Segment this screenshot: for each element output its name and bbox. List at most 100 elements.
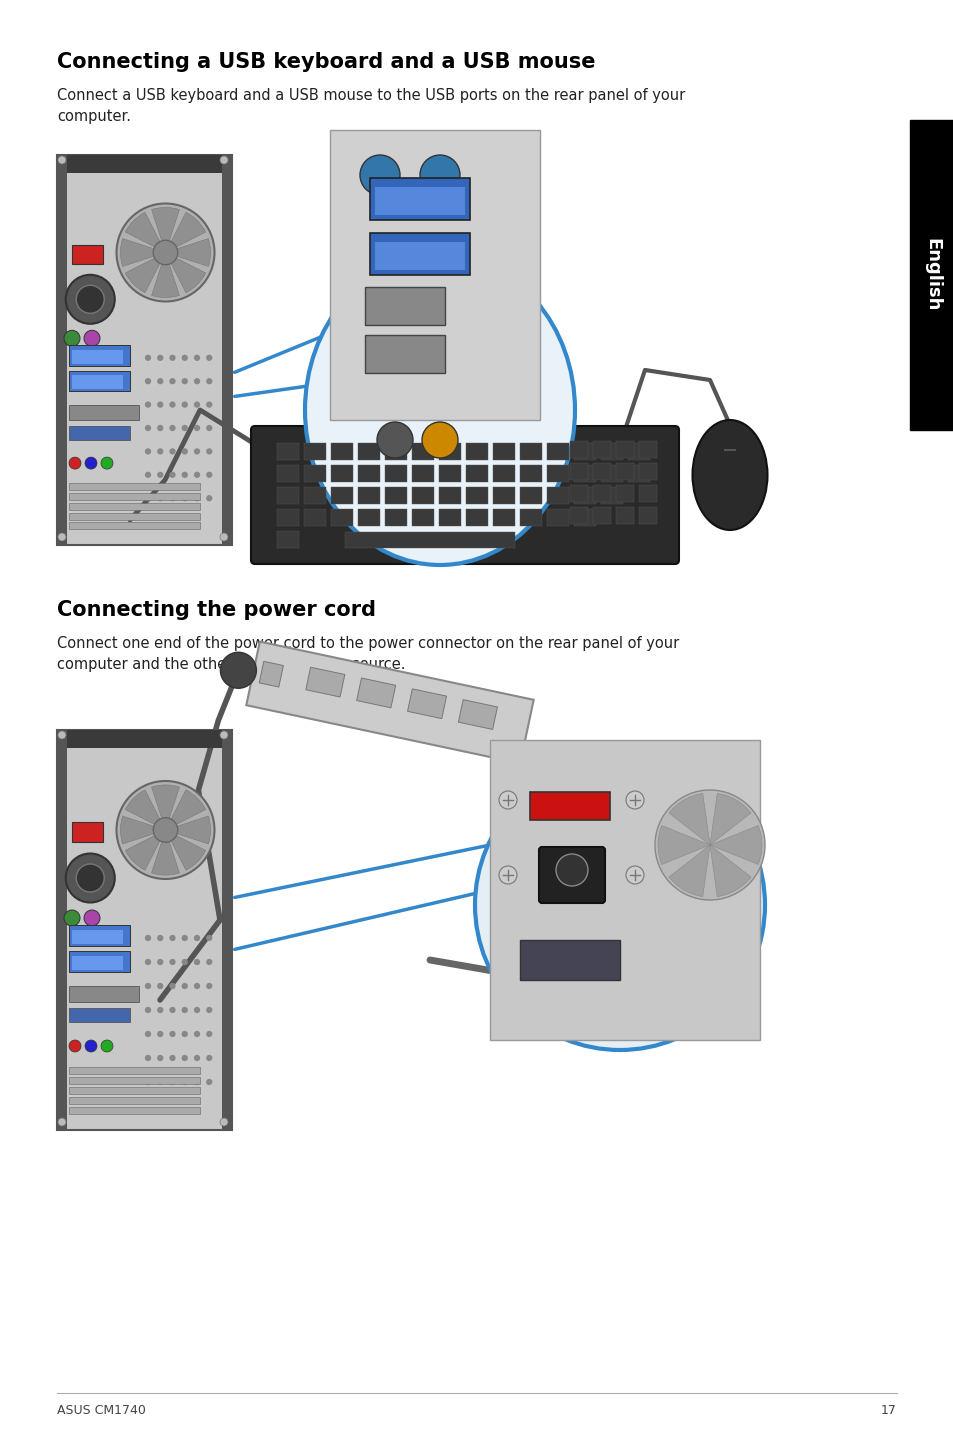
Bar (438, 443, 460, 460)
Bar (600, 464, 622, 482)
Circle shape (170, 424, 175, 431)
Wedge shape (125, 830, 165, 870)
Circle shape (193, 1055, 200, 1061)
Bar (574, 509, 596, 526)
Circle shape (181, 959, 188, 965)
Bar (365, 288, 444, 325)
Bar (412, 487, 434, 503)
Bar (69, 1067, 200, 1074)
Bar (569, 463, 587, 480)
Wedge shape (165, 830, 206, 870)
Circle shape (206, 378, 213, 384)
Circle shape (206, 982, 213, 989)
Bar (69, 345, 131, 365)
Bar (57, 155, 232, 173)
Circle shape (157, 959, 163, 965)
Circle shape (181, 401, 188, 408)
Bar (71, 349, 123, 364)
Wedge shape (709, 794, 750, 846)
Circle shape (181, 378, 188, 384)
FancyBboxPatch shape (538, 847, 604, 903)
Circle shape (64, 910, 80, 926)
Circle shape (157, 424, 163, 431)
Circle shape (170, 959, 175, 965)
Circle shape (419, 155, 459, 196)
Circle shape (170, 1007, 175, 1014)
Circle shape (193, 401, 200, 408)
Bar (57, 731, 232, 748)
Circle shape (181, 935, 188, 940)
Bar (519, 487, 541, 503)
Bar (546, 443, 568, 460)
Bar (304, 509, 326, 526)
Bar (370, 178, 470, 220)
Bar (493, 443, 515, 460)
Bar (412, 509, 434, 526)
Circle shape (145, 495, 151, 502)
Circle shape (157, 1031, 163, 1037)
Circle shape (66, 854, 114, 903)
Circle shape (206, 449, 213, 454)
Circle shape (193, 449, 200, 454)
Bar (345, 532, 515, 548)
Circle shape (181, 449, 188, 454)
Text: 17: 17 (881, 1403, 896, 1416)
Bar (412, 464, 434, 482)
Circle shape (193, 355, 200, 361)
Bar (69, 925, 131, 946)
Circle shape (116, 204, 214, 302)
Circle shape (157, 982, 163, 989)
Bar (276, 487, 298, 503)
Bar (331, 509, 353, 526)
Circle shape (157, 495, 163, 502)
Wedge shape (125, 253, 165, 293)
Circle shape (64, 331, 80, 347)
Circle shape (206, 495, 213, 502)
Circle shape (145, 355, 151, 361)
Circle shape (157, 401, 163, 408)
Circle shape (170, 355, 175, 361)
Circle shape (181, 982, 188, 989)
Wedge shape (165, 253, 206, 293)
Polygon shape (259, 661, 283, 687)
Circle shape (157, 472, 163, 477)
Circle shape (655, 789, 764, 900)
Circle shape (157, 355, 163, 361)
Circle shape (206, 959, 213, 965)
Bar (69, 404, 139, 420)
Circle shape (625, 866, 643, 884)
Circle shape (193, 959, 200, 965)
Bar (438, 464, 460, 482)
Bar (546, 509, 568, 526)
Circle shape (193, 1031, 200, 1037)
Circle shape (69, 1040, 81, 1053)
Bar (593, 463, 610, 480)
Circle shape (181, 424, 188, 431)
Circle shape (84, 910, 100, 926)
Bar (909, 119, 953, 430)
Bar (276, 509, 298, 526)
Circle shape (170, 1055, 175, 1061)
Wedge shape (152, 830, 179, 876)
Bar (569, 441, 587, 457)
Circle shape (625, 791, 643, 810)
Text: Connect a USB keyboard and a USB mouse to the USB ports on the rear panel of you: Connect a USB keyboard and a USB mouse t… (57, 88, 684, 124)
Circle shape (170, 472, 175, 477)
Bar (493, 509, 515, 526)
Bar (530, 792, 609, 820)
Bar (357, 487, 379, 503)
Wedge shape (152, 253, 179, 298)
Wedge shape (658, 825, 709, 864)
Circle shape (170, 401, 175, 408)
Circle shape (85, 1040, 97, 1053)
Text: Connecting the power cord: Connecting the power cord (57, 600, 375, 620)
Bar (71, 930, 123, 943)
Ellipse shape (692, 420, 767, 531)
Polygon shape (407, 689, 446, 719)
Circle shape (181, 1055, 188, 1061)
Wedge shape (165, 789, 206, 830)
Bar (385, 464, 407, 482)
Bar (57, 155, 67, 545)
Bar (438, 487, 460, 503)
Bar (627, 443, 649, 460)
